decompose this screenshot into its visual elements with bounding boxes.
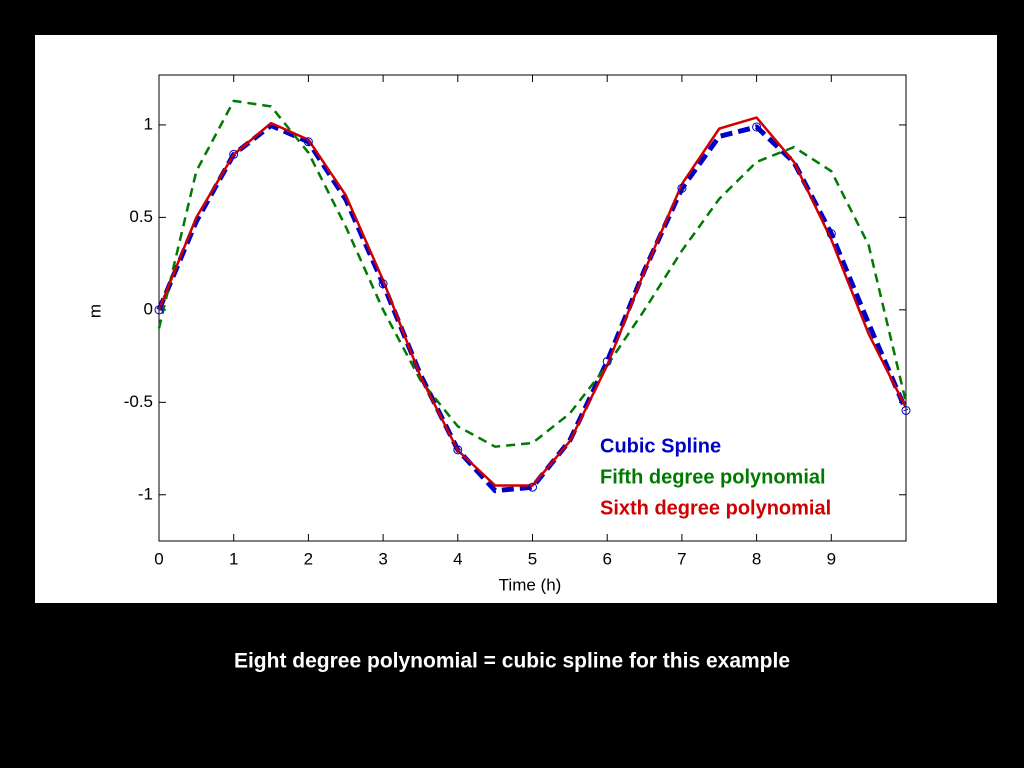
y-axis-label: m <box>85 304 104 318</box>
x-tick-label: 0 <box>154 549 163 568</box>
data-point <box>901 405 911 415</box>
y-tick-label: 0.5 <box>129 207 153 226</box>
data-point <box>303 137 313 147</box>
chart-panel <box>35 35 997 603</box>
data-point <box>826 229 836 239</box>
x-axis-label: Time (h) <box>499 575 562 594</box>
data-point <box>378 279 388 289</box>
x-tick-label: 7 <box>677 549 686 568</box>
legend-entry: Cubic Spline <box>600 435 721 457</box>
x-tick-label: 5 <box>528 549 537 568</box>
x-tick-label: 3 <box>378 549 387 568</box>
x-tick-label: 9 <box>827 549 836 568</box>
data-point <box>752 122 762 132</box>
x-tick-label: 4 <box>453 549 462 568</box>
caption: Eight degree polynomial = cubic spline f… <box>234 650 790 673</box>
legend-entry: Sixth degree polynomial <box>600 497 831 519</box>
y-tick-label: -1 <box>138 484 153 503</box>
data-point <box>229 149 239 159</box>
legend-entry: Fifth degree polynomial <box>600 466 826 488</box>
y-tick-label: 0 <box>144 299 153 318</box>
data-point <box>154 305 164 315</box>
data-point <box>602 356 612 366</box>
data-point <box>677 183 687 193</box>
y-tick-label: 1 <box>144 114 153 133</box>
x-tick-label: 1 <box>229 549 238 568</box>
data-point <box>528 482 537 492</box>
x-tick-label: 6 <box>602 549 611 568</box>
x-tick-label: 2 <box>304 549 313 568</box>
y-tick-label: -0.5 <box>124 392 153 411</box>
series-line <box>157 116 908 487</box>
x-tick-label: 8 <box>752 549 761 568</box>
data-point <box>453 445 463 455</box>
